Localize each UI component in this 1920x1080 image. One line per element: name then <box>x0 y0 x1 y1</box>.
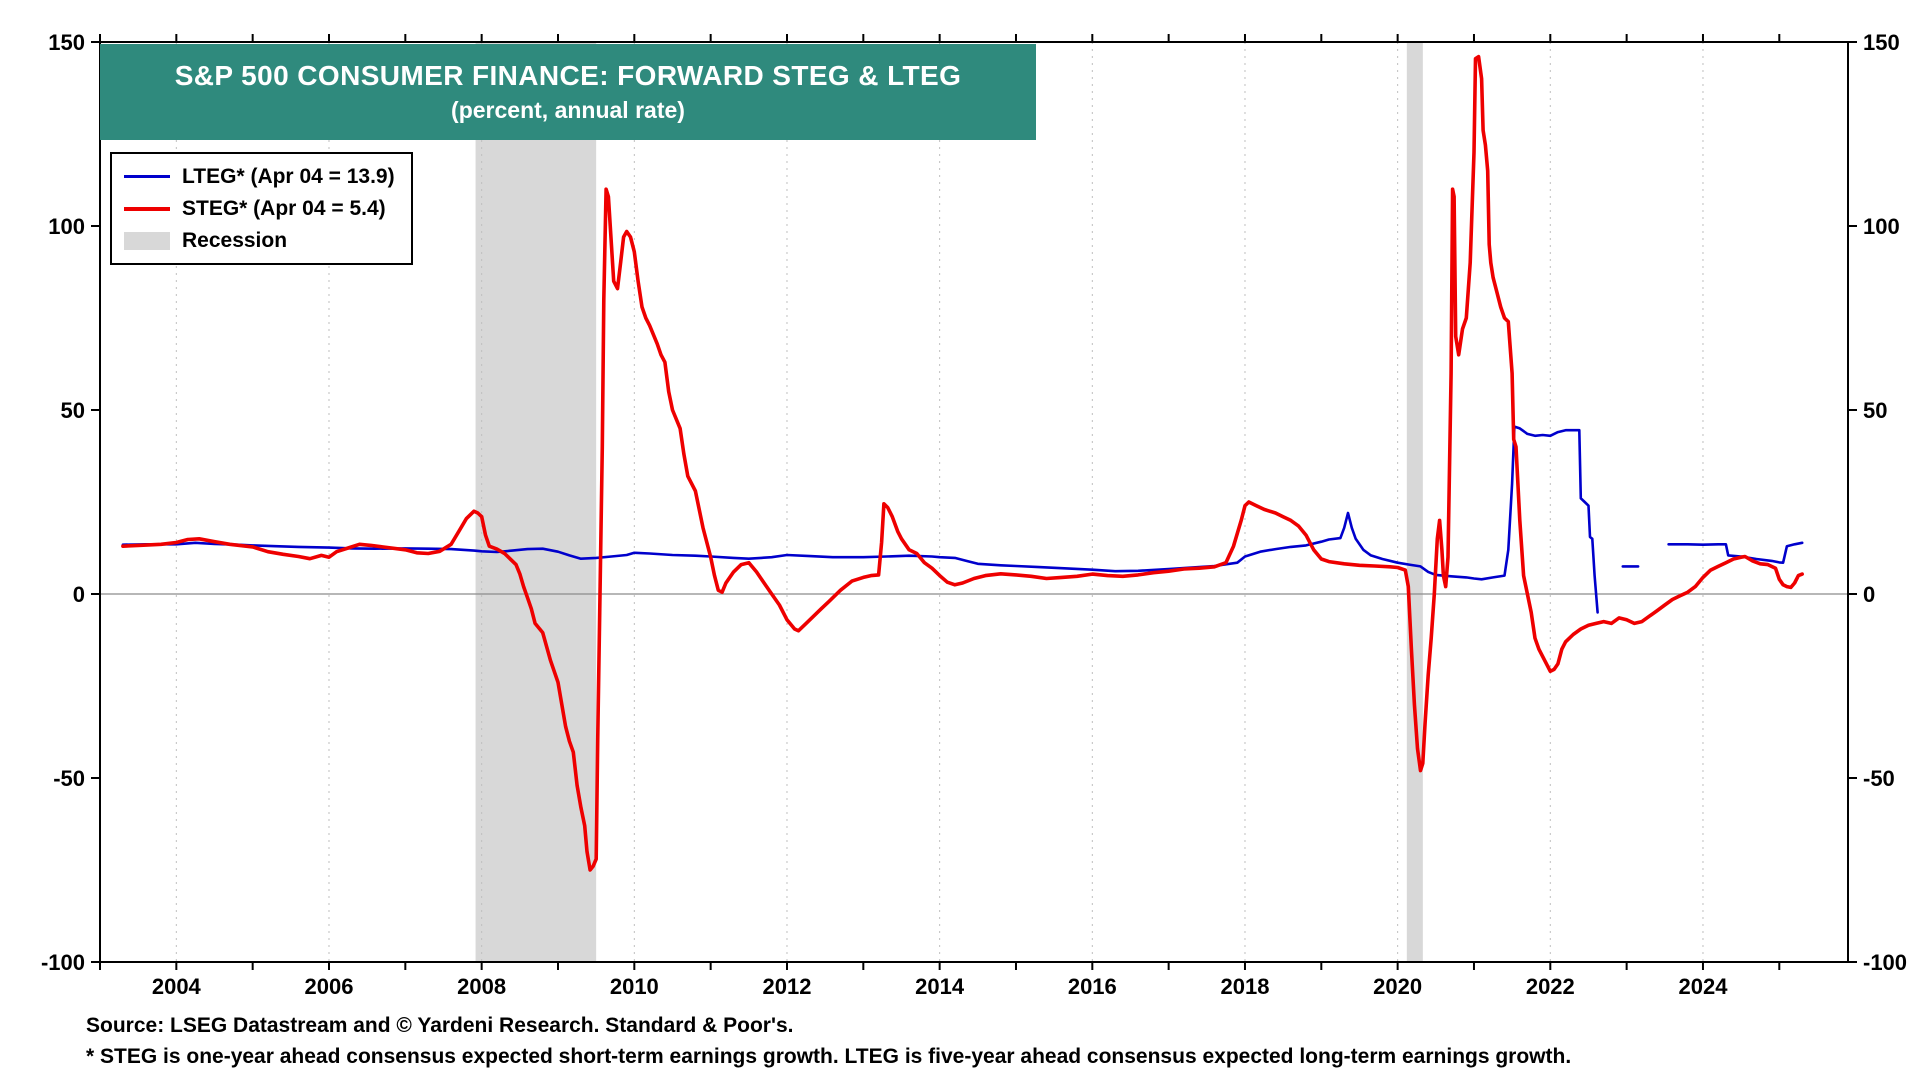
y-axis-label-right: 50 <box>1863 398 1887 423</box>
definition-note: * STEG is one-year ahead consensus expec… <box>86 1045 1572 1068</box>
chart-subtitle: (percent, annual rate) <box>451 97 685 123</box>
y-axis-label-right: 100 <box>1863 214 1900 239</box>
x-axis-label: 2004 <box>152 974 202 999</box>
lteg-line-swatch <box>124 175 170 178</box>
x-axis-label: 2024 <box>1678 974 1728 999</box>
y-axis-label-right: 0 <box>1863 582 1875 607</box>
y-axis-label-left: 0 <box>73 582 85 607</box>
x-axis-label: 2010 <box>610 974 659 999</box>
x-axis-label: 2014 <box>915 974 965 999</box>
footer: Source: LSEG Datastream and © Yardeni Re… <box>86 1010 1571 1072</box>
chart-title: S&P 500 CONSUMER FINANCE: FORWARD STEG &… <box>174 60 962 91</box>
steg-line-swatch <box>124 206 170 211</box>
legend-label-steg: STEG* (Apr 04 = 5.4) <box>182 196 386 220</box>
y-axis-label-left: 50 <box>61 398 85 423</box>
x-axis-label: 2012 <box>763 974 812 999</box>
series-line-lteg <box>121 425 1599 614</box>
recession-band <box>475 42 597 962</box>
y-axis-label-right: 150 <box>1863 30 1900 55</box>
legend-label-recession: Recession <box>182 228 288 252</box>
x-axis-label: 2006 <box>305 974 354 999</box>
x-axis-label: 2016 <box>1068 974 1117 999</box>
x-axis-label: 2018 <box>1221 974 1270 999</box>
legend-item-lteg: LTEG* (Apr 04 = 13.9) <box>124 162 395 191</box>
y-axis-label-right: -50 <box>1863 766 1895 791</box>
y-axis-label-left: 150 <box>48 30 85 55</box>
recession-band <box>1406 42 1423 962</box>
source-note: Source: LSEG Datastream and © Yardeni Re… <box>86 1014 794 1037</box>
y-axis-label-right: -100 <box>1863 950 1907 975</box>
x-axis-label: 2008 <box>457 974 506 999</box>
x-axis-label: 2020 <box>1373 974 1422 999</box>
series-line-steg <box>121 54 1804 872</box>
y-axis-label-left: -100 <box>41 950 85 975</box>
legend-item-recession: Recession <box>124 226 395 255</box>
y-axis-label-left: 100 <box>48 214 85 239</box>
legend: LTEG* (Apr 04 = 13.9) STEG* (Apr 04 = 5.… <box>110 152 413 265</box>
legend-item-steg: STEG* (Apr 04 = 5.4) <box>124 194 395 223</box>
legend-label-lteg: LTEG* (Apr 04 = 13.9) <box>182 164 395 188</box>
chart-canvas: -100 -100 -50 -50 0 0 50 50 100 100 150 150 2004 2006… <box>41 30 1907 999</box>
plot-border <box>99 41 1849 963</box>
recession-box-swatch <box>124 231 170 250</box>
x-axis-label: 2022 <box>1526 974 1575 999</box>
y-axis-label-left: -50 <box>53 766 85 791</box>
chart-title-box: S&P 500 CONSUMER FINANCE: FORWARD STEG &… <box>100 44 1036 140</box>
